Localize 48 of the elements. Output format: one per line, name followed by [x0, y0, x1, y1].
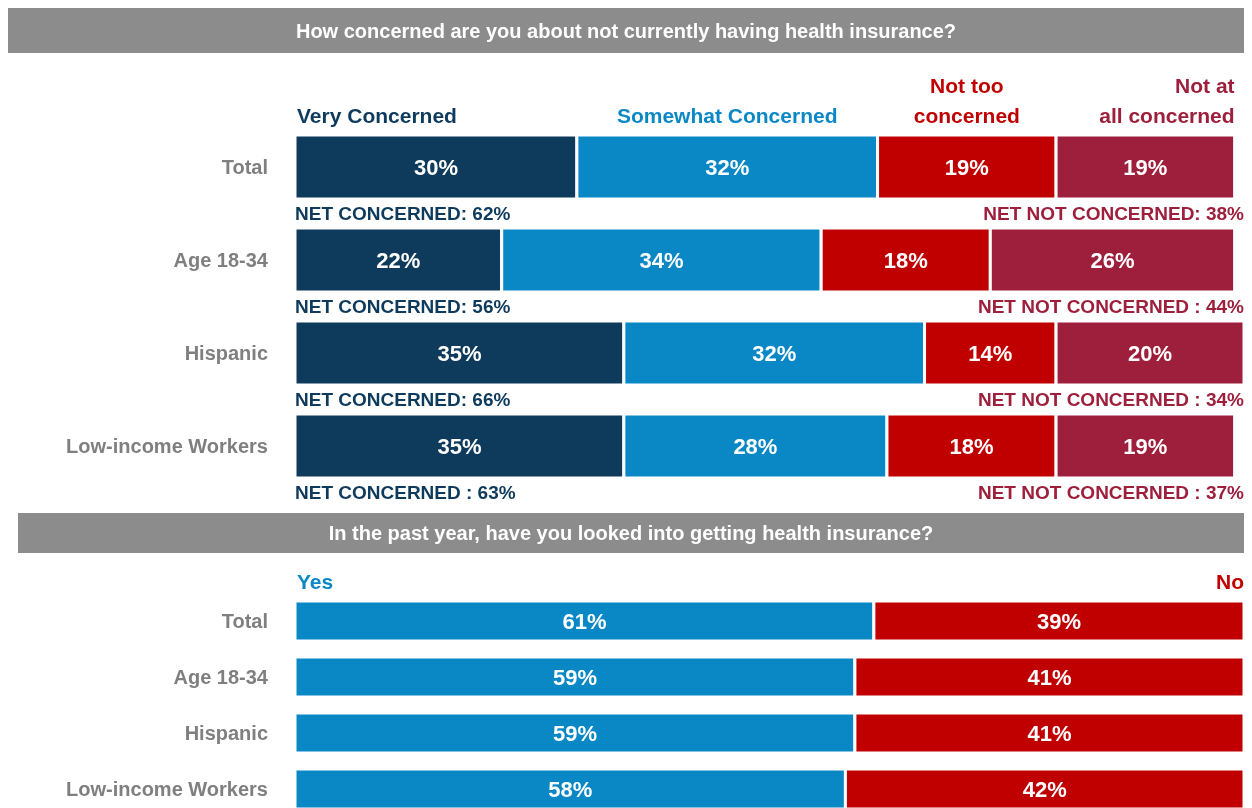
annotation: NET NOT CONCERNED : 37% — [977, 482, 1245, 503]
series-label: No — [1216, 570, 1244, 593]
data-label: 58% — [548, 777, 593, 802]
data-label: 26% — [1090, 248, 1135, 273]
data-label: 35% — [437, 434, 482, 459]
annotation: NET CONCERNED: 66% — [295, 389, 511, 410]
data-label: 19% — [1123, 434, 1168, 459]
annotation: NET CONCERNED: 56% — [295, 296, 511, 317]
y-tick-label: Low-income Workers — [66, 435, 268, 457]
data-label: 41% — [1027, 721, 1072, 746]
data-label: 32% — [752, 341, 797, 366]
data-label: 18% — [883, 248, 928, 273]
annotation: NET NOT CONCERNED : 34% — [977, 389, 1245, 410]
data-label: 14% — [968, 341, 1013, 366]
series-label: Yes — [297, 570, 334, 593]
series-label: Not too concerned — [913, 74, 1020, 127]
annotation: NET NOT CONCERNED : 44% — [977, 296, 1245, 317]
data-label: 34% — [639, 248, 684, 273]
data-label: 59% — [552, 665, 597, 690]
chart-title: How concerned are you about not currently having health insurance? — [295, 19, 957, 42]
annotation: NET CONCERNED: 62% — [295, 203, 511, 224]
y-tick-label: Hispanic — [184, 342, 268, 364]
annotation: NET CONCERNED : 63% — [295, 482, 516, 503]
y-tick-label: Total — [221, 156, 268, 178]
annotation: NET NOT CONCERNED: 38% — [983, 203, 1245, 224]
y-tick-label: Low-income Workers — [66, 778, 268, 800]
data-label: 35% — [437, 341, 482, 366]
data-label: 18% — [949, 434, 994, 459]
series-label: Somewhat Concerned — [616, 104, 838, 127]
data-label: 22% — [376, 248, 421, 273]
y-tick-label: Hispanic — [184, 722, 268, 744]
y-tick-label: Age 18-34 — [173, 666, 269, 688]
data-label: 20% — [1128, 341, 1173, 366]
data-label: 30% — [413, 155, 458, 180]
data-label: 61% — [562, 609, 607, 634]
series-label: Not at all concerned — [1099, 74, 1235, 127]
y-tick-label: Total — [221, 610, 268, 632]
data-label: 19% — [1123, 155, 1168, 180]
data-label: 41% — [1027, 665, 1072, 690]
data-label: 39% — [1036, 609, 1081, 634]
y-tick-label: Age 18-34 — [173, 249, 269, 271]
data-label: 19% — [944, 155, 989, 180]
data-label: 42% — [1022, 777, 1067, 802]
data-label: 32% — [705, 155, 750, 180]
chart-title: In the past year, have you looked into getting health insurance? — [328, 522, 934, 544]
series-label: Very Concerned — [297, 104, 457, 127]
data-label: 59% — [552, 721, 597, 746]
data-label: 28% — [733, 434, 778, 459]
